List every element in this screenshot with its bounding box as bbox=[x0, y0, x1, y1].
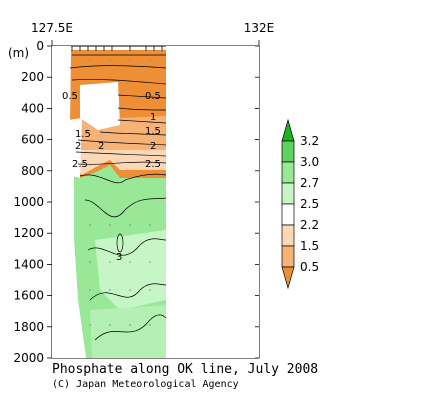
missing-data-gap-3 bbox=[52, 46, 86, 358]
colorbar-label: 2.7 bbox=[300, 176, 319, 190]
contour-label: 1.5 bbox=[75, 129, 91, 140]
missing-data-gap-1 bbox=[80, 82, 120, 130]
colorbar-label: 2.5 bbox=[300, 197, 319, 211]
y-tick-label: 800 bbox=[21, 164, 44, 178]
contour-lines bbox=[69, 54, 167, 341]
chart-title: Phosphate along OK line, July 2008 bbox=[52, 362, 318, 377]
colorbar-label: 0.5 bbox=[300, 260, 319, 274]
y-tick-label: 1800 bbox=[13, 320, 44, 334]
contour-label: 2 bbox=[75, 141, 81, 152]
y-tick-label: 400 bbox=[21, 101, 44, 115]
y-tick-label: 0 bbox=[36, 39, 44, 53]
y-tick-label: 2000 bbox=[13, 351, 44, 365]
contour-label: 0.5 bbox=[62, 91, 78, 102]
colorbar-label: 3.2 bbox=[300, 134, 319, 148]
y-tick-label: 600 bbox=[21, 133, 44, 147]
green-patch-2 bbox=[90, 305, 166, 358]
x-tick-label: 127.5E bbox=[31, 21, 73, 35]
colorbar-swatch bbox=[281, 161, 295, 184]
colorbar: 3.2 3.0 2.7 2.5 2.2 1.5 0.5 bbox=[281, 118, 319, 290]
colorbar-label: 1.5 bbox=[300, 239, 319, 253]
orange-band-lighter bbox=[76, 150, 166, 175]
station-dots bbox=[89, 59, 151, 326]
colorbar-swatch bbox=[281, 203, 295, 226]
y-tick-label: 1600 bbox=[13, 289, 44, 303]
contour-label: 2 bbox=[150, 141, 156, 152]
colorbar-swatch bbox=[281, 224, 295, 247]
colorbar-label: 2.2 bbox=[300, 218, 319, 232]
contour-label: 1.5 bbox=[145, 126, 161, 137]
y-axis: 0 200 400 600 800 1000 1200 1400 1600 1800 2000 bbox=[13, 39, 259, 365]
colorbar-label: 3.0 bbox=[300, 155, 319, 169]
y-tick-label: 1200 bbox=[13, 226, 44, 240]
contour-label: 0.5 bbox=[145, 91, 161, 102]
contour-label: 2.5 bbox=[145, 159, 161, 170]
colorbar-swatch bbox=[281, 266, 295, 290]
x-axis-top: 127.5E 132E bbox=[31, 21, 274, 51]
contour-label: 2.5 bbox=[72, 159, 88, 170]
contour-labels: 0.5 0.5 1 1.5 1.5 2 2 2 2.5 2.5 3 bbox=[62, 91, 161, 263]
x-tick-label: 132E bbox=[244, 21, 275, 35]
blank-right bbox=[166, 46, 259, 358]
y-tick-label: 200 bbox=[21, 70, 44, 84]
y-axis-unit: (m) bbox=[8, 46, 29, 60]
contour-label: 3 bbox=[116, 252, 122, 263]
colorbar-swatch bbox=[281, 118, 295, 142]
colorbar-swatch bbox=[281, 245, 295, 268]
section-fill bbox=[52, 46, 259, 358]
missing-data-gap-2 bbox=[68, 118, 82, 178]
contour-label: 1 bbox=[150, 112, 156, 123]
contour-label: 2 bbox=[98, 141, 104, 152]
y-tick-label: 1000 bbox=[13, 195, 44, 209]
colorbar-swatch bbox=[281, 182, 295, 205]
colorbar-swatch bbox=[281, 140, 295, 163]
green-patch-1 bbox=[95, 230, 166, 310]
chart-credit: (C) Japan Meteorological Agency bbox=[52, 379, 239, 390]
y-tick-label: 1400 bbox=[13, 257, 44, 271]
